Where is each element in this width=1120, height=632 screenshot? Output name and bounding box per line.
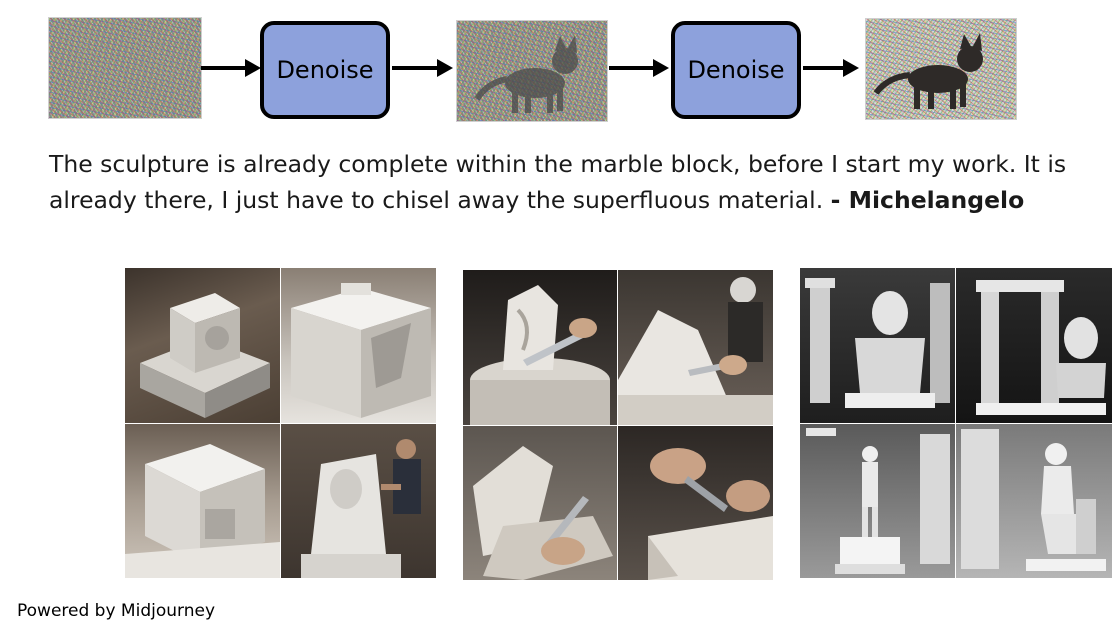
statue-pedestal-icon [806,428,950,574]
carved-marble-pieces [463,426,617,580]
thinker-style-statue [956,424,1112,578]
worker-chiseling-block [618,270,773,425]
hands-chiseling-marble [618,426,773,580]
clearer-cat-image [865,18,1017,120]
arrow-1-line [201,66,249,70]
arrow-2-line [392,66,440,70]
stone-relief-icon [470,285,610,425]
worker-icon [618,277,773,425]
thinker-icon [961,429,1106,571]
archway-icon [976,280,1106,415]
chisel-on-stone-grid [463,270,773,580]
marble-block-carving-grid [125,268,436,578]
carved-block-icon [291,283,431,418]
bust-in-archway [956,268,1112,423]
noisy-cat-image [456,20,608,122]
partially-carved-block [281,268,436,423]
denoise-box-1: Denoise [260,21,390,119]
arrow-3-line [609,66,657,70]
marble-cube-on-base [125,268,280,423]
quote-line-2-text: already there, I just have to chisel awa… [49,186,824,214]
david-statue-on-pedestal [800,424,955,578]
michelangelo-quote: The sculpture is already complete within… [49,146,1066,218]
marble-cube-icon [140,293,270,418]
cat-silhouette-icon [873,33,983,109]
sculptor-icon [301,439,421,578]
quote-line-1: The sculpture is already complete within… [49,150,1067,178]
marble-pieces-icon [473,446,613,580]
hands-icon [648,448,773,580]
arrow-1-head [245,59,261,77]
white-cube-icon [125,444,280,578]
cat-silhouette-icon [474,35,578,113]
arrow-2-head [437,59,453,77]
arrow-4-head [843,59,859,77]
david-bust-with-columns [800,268,955,423]
sculptor-carving-bust [281,424,436,578]
arrow-4-line [803,66,845,70]
denoise-label-2: Denoise [687,56,785,84]
arrow-3-head [653,59,669,77]
bust-columns-icon [805,278,950,408]
denoise-box-2: Denoise [671,21,801,119]
powered-by-credit: Powered by Midjourney [17,601,215,621]
quote-author: - Michelangelo [830,186,1025,214]
chiseled-stone-relief [463,270,617,425]
carved-white-cube [125,424,280,578]
pure-noise-image [48,17,202,119]
classical-statues-grid [800,268,1112,578]
denoise-label-1: Denoise [276,56,374,84]
quote-line-2: already there, I just have to chisel awa… [49,182,1066,218]
